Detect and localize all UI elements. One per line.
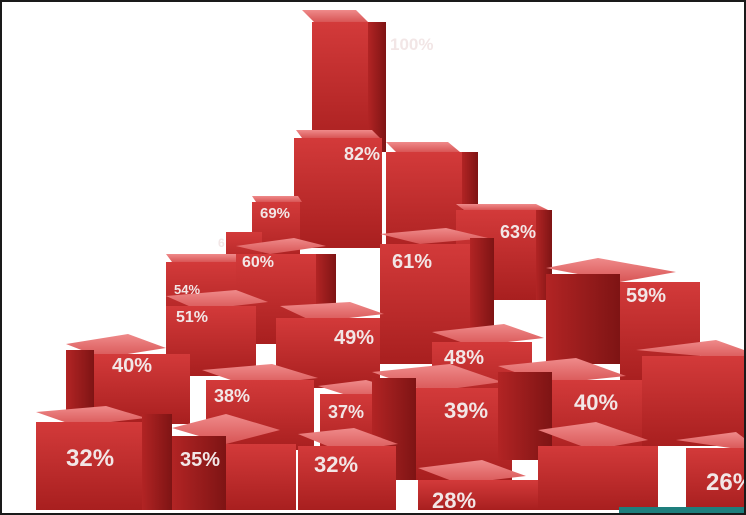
label-82: 82% [344, 144, 380, 164]
label-40b: 40% [574, 390, 618, 415]
cube-labels: 100% 82% 69% 6 63% 60% 61% 59% 54% 51% 4… [66, 35, 744, 510]
cube [418, 460, 538, 510]
label-59: 59% [626, 285, 666, 307]
red-cubes-photo: 100% 82% 69% 6 63% 60% 61% 59% 54% 51% 4… [36, 10, 744, 510]
label-40a: 40% [112, 355, 152, 377]
label-69: 69% [260, 205, 290, 222]
cube [172, 414, 296, 510]
cube [636, 340, 744, 446]
label-26: 26% [706, 469, 744, 496]
label-100: 100% [390, 35, 433, 54]
cube [386, 142, 478, 262]
cube [166, 290, 268, 376]
cube [294, 130, 382, 248]
label-32b: 32% [314, 452, 358, 477]
cube [298, 428, 398, 510]
label-28: 28% [432, 488, 476, 510]
label-51: 51% [176, 309, 208, 326]
cube [538, 422, 658, 510]
label-32a: 32% [66, 445, 114, 472]
label-49: 49% [334, 327, 374, 349]
cube [36, 406, 172, 510]
label-6: 6 [218, 236, 225, 250]
label-48: 48% [444, 347, 484, 369]
cube [380, 228, 494, 364]
label-60: 60% [242, 254, 274, 271]
label-35: 35% [180, 449, 220, 471]
label-38: 38% [214, 386, 250, 406]
accent-strip [619, 507, 744, 513]
label-63: 63% [500, 222, 536, 242]
label-54: 54% [174, 282, 200, 297]
label-61: 61% [392, 251, 432, 273]
label-37: 37% [328, 402, 364, 422]
label-39: 39% [444, 398, 488, 423]
cube [676, 432, 744, 510]
